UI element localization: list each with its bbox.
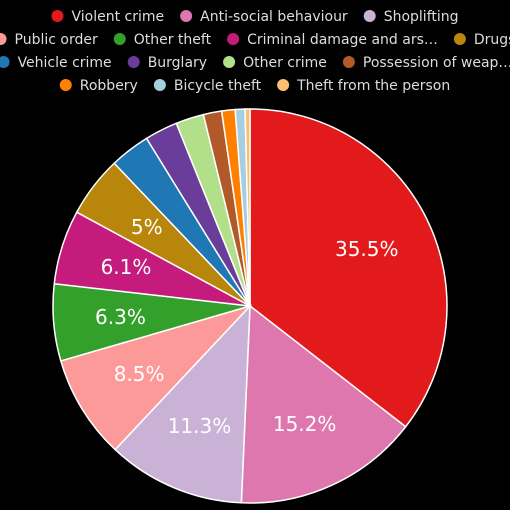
legend-swatch-icon (227, 33, 240, 45)
legend-label: Robbery (80, 78, 138, 94)
legend-swatch-icon (342, 56, 355, 68)
legend-label: Burglary (148, 55, 207, 71)
legend-item: Shoplifting (363, 9, 459, 25)
legend-label: Possession of weap… (363, 55, 510, 71)
legend-label: Theft from the person (296, 78, 450, 94)
legend-item: Bicycle theft (153, 78, 262, 94)
legend-item: Public order (0, 32, 98, 48)
legend-swatch-icon (0, 33, 7, 45)
legend-item: Violent crime (51, 9, 164, 25)
slice-value-label: 6.3% (95, 305, 146, 329)
legend: Violent crime Anti-social behaviour Shopli… (0, 9, 510, 94)
legend-swatch-icon (0, 56, 10, 68)
legend-label: Vehicle crime (18, 55, 112, 71)
legend-swatch-icon (127, 56, 140, 68)
legend-label: Criminal damage and ars… (247, 32, 438, 48)
slice-value-label: 15.2% (273, 412, 337, 436)
legend-swatch-icon (223, 56, 236, 68)
legend-swatch-icon (180, 10, 193, 22)
legend-swatch-icon (153, 79, 166, 91)
legend-item: Other crime (223, 55, 327, 71)
legend-swatch-icon (59, 79, 72, 91)
legend-item: Vehicle crime (0, 55, 112, 71)
legend-item: Possession of weap… (342, 55, 510, 71)
legend-item: Anti-social behaviour (180, 9, 348, 25)
legend-row: Public order Other theft Criminal damage a… (0, 32, 510, 48)
legend-swatch-icon (113, 33, 126, 45)
legend-label: Other crime (243, 55, 327, 71)
pie-slice (114, 304, 251, 504)
legend-item: Burglary (127, 55, 207, 71)
legend-item: Theft from the person (277, 78, 450, 94)
pie (52, 108, 448, 504)
legend-swatch-icon (453, 33, 466, 45)
legend-item: Criminal damage and ars… (227, 32, 438, 48)
legend-swatch-icon (51, 10, 64, 22)
legend-row: Violent crime Anti-social behaviour Shopli… (51, 9, 459, 25)
legend-label: Shoplifting (384, 9, 459, 25)
legend-label: Bicycle theft (174, 78, 262, 94)
slice-value-label: 5% (131, 215, 163, 239)
legend-label: Anti-social behaviour (200, 9, 348, 25)
legend-row: Vehicle crime Burglary Other crime Possessi… (0, 55, 510, 71)
slice-labels: 35.5% 15.2% 11.3% 8.5% 6.3% 6.1% 5% (95, 215, 398, 438)
legend-row: Robbery Bicycle theft Theft from the perso… (59, 78, 450, 94)
pie-slice (244, 108, 251, 307)
legend-label: Violent crime (71, 9, 164, 25)
legend-item: Drugs (453, 32, 510, 48)
pie-slice (59, 304, 253, 451)
legend-label: Public order (15, 32, 98, 48)
legend-item: Other theft (113, 32, 212, 48)
pie-slice (249, 108, 448, 428)
legend-item: Robbery (59, 78, 138, 94)
slice-value-label: 8.5% (114, 362, 165, 386)
slice-value-label: 6.1% (101, 255, 152, 279)
pie-slice (240, 304, 407, 504)
legend-swatch-icon (363, 10, 376, 22)
legend-label: Drugs (474, 32, 510, 48)
legend-swatch-icon (277, 79, 290, 91)
slice-value-label: 35.5% (335, 237, 399, 261)
slice-value-label: 11.3% (168, 414, 232, 438)
legend-label: Other theft (134, 32, 212, 48)
